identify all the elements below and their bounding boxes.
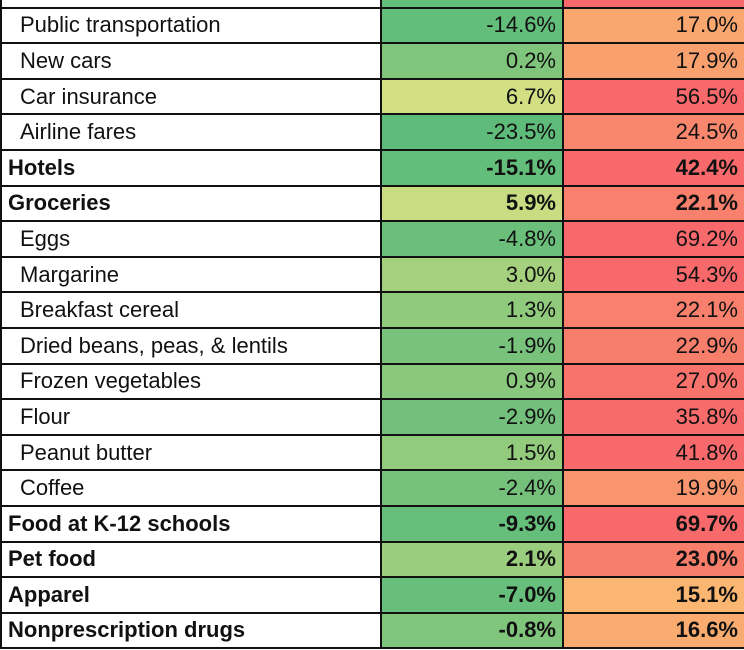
row-label: Breakfast cereal: [0, 291, 382, 329]
row-label: [0, 0, 382, 9]
value-cell-2: 17.0%: [562, 6, 744, 45]
row-label: Nonprescription drugs: [0, 611, 382, 650]
value-cell-2: 27.0%: [562, 362, 744, 401]
table-row: Nonprescription drugs -0.8% 16.6%: [0, 611, 744, 650]
row-label: Coffee: [0, 469, 382, 507]
value-cell-2: 19.9%: [562, 469, 744, 507]
value-cell-2: 22.9%: [562, 326, 744, 365]
value-cell-2: 24.5%: [562, 113, 744, 151]
value-cell-1: -1.9%: [380, 326, 564, 365]
table-row: Airline fares -23.5% 24.5%: [0, 113, 744, 151]
value-cell-2: 22.1%: [562, 184, 744, 223]
table-row: Margarine 3.0% 54.3%: [0, 255, 744, 294]
value-cell-2: 23.0%: [562, 540, 744, 579]
row-label: Peanut butter: [0, 433, 382, 472]
table-row: Groceries 5.9% 22.1%: [0, 184, 744, 223]
value-cell-2: 42.4%: [562, 148, 744, 187]
value-cell-2: 17.9%: [562, 42, 744, 80]
table-row: Coffee -2.4% 19.9%: [0, 469, 744, 507]
value-cell-2: 54.3%: [562, 255, 744, 294]
value-cell-1: 6.7%: [380, 77, 564, 116]
value-cell-1: 3.0%: [380, 255, 564, 294]
table-row: Frozen vegetables 0.9% 27.0%: [0, 362, 744, 401]
value-cell-1: 0.2%: [380, 42, 564, 80]
table-row: Dried beans, peas, & lentils -1.9% 22.9%: [0, 326, 744, 365]
row-label: Dried beans, peas, & lentils: [0, 326, 382, 365]
table-row: Peanut butter 1.5% 41.8%: [0, 433, 744, 472]
table-row: Flour -2.9% 35.8%: [0, 398, 744, 436]
value-cell-1: -23.5%: [380, 113, 564, 151]
value-cell-1: -0.8%: [380, 611, 564, 650]
row-label: Apparel: [0, 576, 382, 614]
value-cell-1: -2.4%: [380, 469, 564, 507]
row-label: Eggs: [0, 220, 382, 258]
value-cell-2: 35.8%: [562, 398, 744, 436]
value-cell-2: 69.7%: [562, 504, 744, 543]
table-row: Pet food 2.1% 23.0%: [0, 540, 744, 579]
value-cell-1: -9.3%: [380, 504, 564, 543]
value-cell-2: 15.1%: [562, 576, 744, 614]
value-cell-1: -15.1%: [380, 148, 564, 187]
value-cell-1: 5.9%: [380, 184, 564, 223]
value-cell-2: 22.1%: [562, 291, 744, 329]
table-row: Food at K-12 schools -9.3% 69.7%: [0, 504, 744, 543]
table-row: Public transportation -14.6% 17.0%: [0, 6, 744, 45]
table-row: Apparel -7.0% 15.1%: [0, 576, 744, 614]
row-label: Public transportation: [0, 6, 382, 45]
value-cell-1: -7.0%: [380, 576, 564, 614]
value-cell-1: -4.8%: [380, 220, 564, 258]
value-cell-1: -2.9%: [380, 398, 564, 436]
row-label: Margarine: [0, 255, 382, 294]
row-label: Groceries: [0, 184, 382, 223]
value-cell-1: 0.9%: [380, 362, 564, 401]
row-label: Hotels: [0, 148, 382, 187]
row-label: Pet food: [0, 540, 382, 579]
row-label: Food at K-12 schools: [0, 504, 382, 543]
table-row: Hotels -15.1% 42.4%: [0, 148, 744, 187]
table-row: New cars 0.2% 17.9%: [0, 42, 744, 80]
value-cell-1: [380, 0, 564, 9]
table-row: Eggs -4.8% 69.2%: [0, 220, 744, 258]
value-cell-2: 56.5%: [562, 77, 744, 116]
value-cell-2: 69.2%: [562, 220, 744, 258]
value-cell-1: -14.6%: [380, 6, 564, 45]
row-label: Airline fares: [0, 113, 382, 151]
row-label: Car insurance: [0, 77, 382, 116]
row-label: New cars: [0, 42, 382, 80]
value-cell-1: 2.1%: [380, 540, 564, 579]
row-label: Flour: [0, 398, 382, 436]
value-cell-2: 16.6%: [562, 611, 744, 650]
value-cell-2: [562, 0, 744, 9]
value-cell-1: 1.5%: [380, 433, 564, 472]
value-cell-1: 1.3%: [380, 291, 564, 329]
table-row: Car insurance 6.7% 56.5%: [0, 77, 744, 116]
value-cell-2: 41.8%: [562, 433, 744, 472]
row-label: Frozen vegetables: [0, 362, 382, 401]
table-row: [0, 0, 744, 9]
table-row: Breakfast cereal 1.3% 22.1%: [0, 291, 744, 329]
